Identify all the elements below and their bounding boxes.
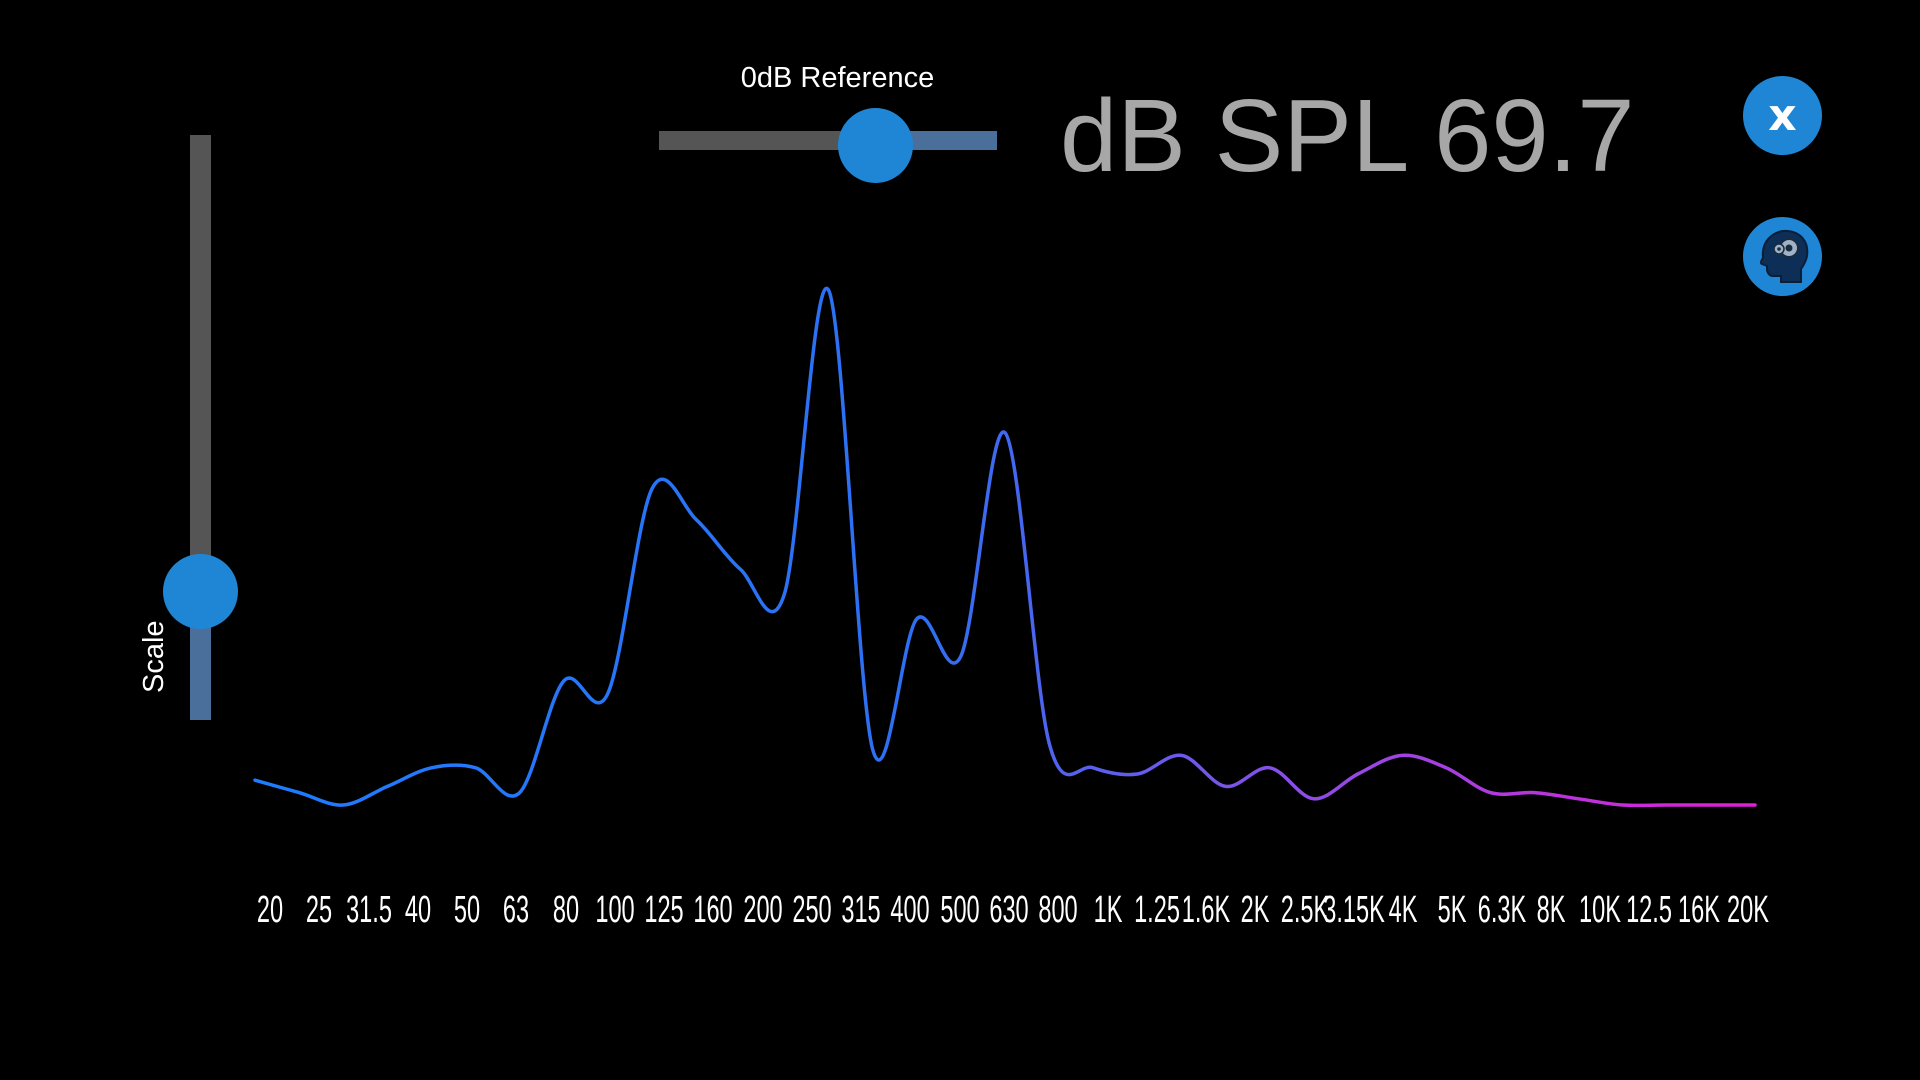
frequency-label: 80 [552, 889, 579, 931]
frequency-label: 10K [1579, 889, 1622, 931]
frequency-label: 1.25 [1133, 889, 1180, 931]
frequency-label: 12.5 [1626, 889, 1673, 931]
frequency-label: 630 [989, 889, 1029, 931]
frequency-label: 31.5 [345, 889, 392, 931]
frequency-label: 400 [890, 889, 931, 931]
frequency-label: 2K [1240, 889, 1270, 931]
frequency-label: 16K [1677, 889, 1720, 931]
frequency-label: 63 [503, 889, 530, 931]
reference-slider[interactable] [659, 108, 997, 183]
close-icon: x [1768, 89, 1797, 141]
frequency-label: 40 [404, 889, 431, 931]
scale-slider-track[interactable] [190, 135, 211, 592]
reference-slider-track[interactable] [659, 131, 876, 150]
frequency-label: 6.3K [1477, 889, 1526, 931]
frequency-label: 160 [693, 889, 734, 931]
frequency-label: 5K [1437, 889, 1467, 931]
frequency-label: 200 [743, 889, 783, 931]
reference-slider-label: 0dB Reference [740, 62, 935, 94]
frequency-label: 8K [1536, 889, 1566, 931]
frequency-label: 100 [595, 889, 635, 931]
frequency-label: 800 [1038, 889, 1078, 931]
frequency-label: 50 [453, 889, 481, 931]
frequency-label: 1.6K [1181, 889, 1231, 931]
frequency-label: 315 [841, 889, 881, 931]
head-gears-icon [1759, 229, 1808, 283]
frequency-label: 250 [792, 889, 832, 931]
frequency-label: 3.15K [1323, 889, 1385, 931]
spectrum-curve [253, 286, 1757, 808]
frequency-label: 1K [1093, 889, 1122, 931]
frequency-label: 500 [940, 889, 980, 931]
scale-slider-thumb[interactable] [163, 553, 238, 629]
reference-slider-thumb[interactable] [837, 108, 913, 183]
frequency-axis: 20 25 31.5 40 50 63 80 100 125 160 200 250 315 400 500… [0, 885, 1920, 935]
frequency-label: 125 [644, 889, 684, 931]
head-button[interactable] [1743, 217, 1822, 296]
close-button[interactable]: x [1743, 76, 1822, 155]
frequency-label: 2.5K [1280, 889, 1329, 931]
frequency-label: 25 [306, 889, 333, 931]
frequency-label: 4K [1388, 889, 1418, 931]
frequency-label: 20 [256, 889, 284, 931]
spl-readout: dB SPL 69.7 [1060, 78, 1635, 193]
scale-slider[interactable] [163, 135, 238, 720]
frequency-label: 20K [1727, 889, 1769, 931]
